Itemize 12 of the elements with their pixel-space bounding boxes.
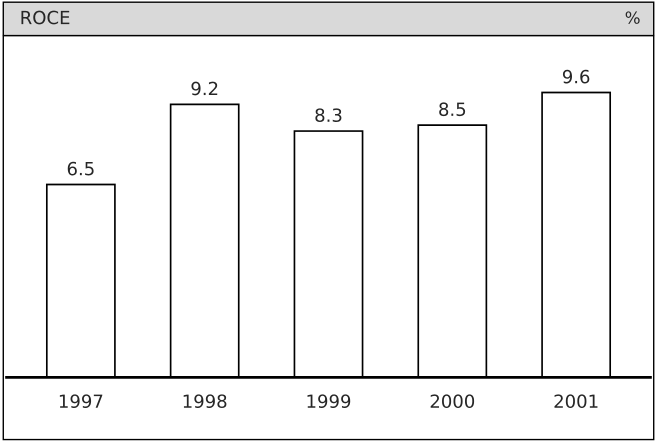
data-label: 6.5: [68, 162, 94, 176]
x-tick-label: 1999: [308, 394, 350, 408]
data-label: 9.2: [191, 82, 218, 96]
x-tick-label: 1998: [184, 394, 226, 408]
y-axis-title: %: [626, 11, 640, 24]
x-tick-label: 1997: [60, 394, 102, 408]
data-label: 9.6: [562, 70, 590, 84]
data-label: 8.5: [439, 102, 466, 116]
x-tick-label: 2001: [554, 394, 598, 408]
x-tick-label: 2000: [430, 394, 474, 408]
data-label: 8.3: [315, 108, 342, 122]
chart-title: ROCE: [21, 10, 70, 24]
